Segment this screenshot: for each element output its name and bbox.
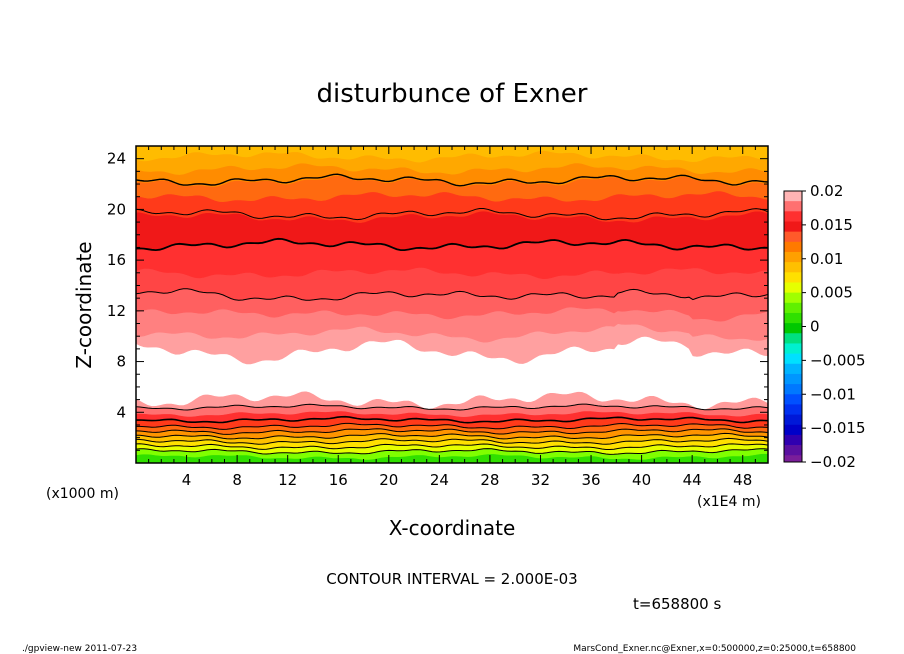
y-tick-label-20: 20 [107,200,126,218]
contour-line-5 [136,422,768,430]
colorbar-label-6: −0.01 [810,385,856,403]
contour-line-11 [136,173,768,187]
x-axis-ticks: 4 8 12 16 20 24 28 32 36 40 44 48 [148,146,756,489]
colorbar-level-19 [784,384,802,395]
contour-interval: CONTOUR INTERVAL = 2.000E-03 [326,570,577,588]
contour-line-6 [136,415,768,424]
colorbar-level-7 [784,262,802,273]
colorbar-level-26 [784,455,802,463]
y-axis-ticks: 4 8 12 16 20 24 [107,150,768,451]
x-tick-label-24: 24 [430,471,449,489]
footer-left: ./gpview-new 2011-07-23 [22,644,138,654]
colorbar-label-7: −0.015 [810,419,866,437]
colorbar-label-1: 0.015 [810,216,853,234]
y-tick-label-24: 24 [107,150,126,168]
colorbar-level-6 [784,251,802,263]
colorbar-level-15 [784,343,802,354]
x-tick-label-36: 36 [581,471,600,489]
contour-line-10 [136,208,768,221]
footer-right: MarsCond_Exner.nc@Exner,x=0:500000,z=0:2… [573,644,856,654]
colorbar-label-4: 0 [810,318,820,336]
colorbar-level-22 [784,414,802,426]
time-label: t=658800 s [633,595,721,613]
colorbar-level-1 [784,201,802,212]
colorbar-level-18 [784,373,802,385]
contour-band-22 [136,146,768,163]
contour-line-1 [136,443,768,450]
colorbar-level-25 [784,445,802,456]
colorbar-label-8: −0.02 [810,453,856,471]
colorbar-level-21 [784,404,802,415]
colorbar-label-5: −0.005 [810,351,866,369]
colorbar-level-23 [784,424,802,436]
colorbar-level-12 [784,312,802,324]
colorbar [784,191,802,463]
y-tick-label-8: 8 [116,353,126,371]
colorbar-level-9 [784,282,802,294]
colorbar-level-16 [784,353,802,365]
x-tick-label-16: 16 [329,471,348,489]
contour-line-2 [136,437,768,445]
contour-line-7 [136,403,768,411]
contour-line-4 [136,428,768,435]
y-unit-label: (x1000 m) [46,486,119,502]
x-tick-label-28: 28 [480,471,499,489]
colorbar-level-5 [784,241,802,253]
contour-line-8 [136,288,768,301]
chart-title: disturbunce of Exner [317,79,588,109]
contour-line-3 [136,432,768,440]
x-tick-label-44: 44 [683,471,702,489]
colorbar-level-8 [784,272,802,283]
colorbar-level-10 [784,292,802,304]
x-axis-label: X-coordinate [389,516,516,540]
contour-lines [136,173,768,455]
colorbar-ticks: 0.02 0.015 0.01 0.005 0 −0.005 −0.01 −0.015 −0.0… [802,182,866,471]
contour-line-0 [136,448,768,455]
colorbar-level-24 [784,434,802,446]
y-axis-label: Z-coordinate [72,241,96,368]
colorbar-level-0 [784,191,802,202]
contour-line-9 [136,237,768,252]
x-tick-label-20: 20 [379,471,398,489]
x-tick-label-32: 32 [531,471,550,489]
colorbar-label-0: 0.02 [810,182,843,200]
x-tick-label-8: 8 [232,471,242,489]
colorbar-label-2: 0.01 [810,250,843,268]
colorbar-level-11 [784,302,802,314]
contour-fill [136,146,768,463]
x-tick-label-4: 4 [182,471,192,489]
colorbar-level-17 [784,363,802,375]
colorbar-frame [783,190,803,463]
colorbar-level-3 [784,221,802,233]
colorbar-level-14 [784,333,802,344]
x-tick-label-40: 40 [632,471,651,489]
x-unit-label: (x1E4 m) [697,494,761,510]
colorbar-level-4 [784,231,802,243]
y-tick-label-12: 12 [107,302,126,320]
y-tick-label-4: 4 [116,403,126,421]
colorbar-level-2 [784,211,802,222]
y-tick-label-16: 16 [107,251,126,269]
colorbar-level-13 [784,323,802,334]
colorbar-level-20 [784,394,802,405]
colorbar-label-3: 0.005 [810,284,853,302]
x-tick-label-48: 48 [733,471,752,489]
x-tick-label-12: 12 [278,471,297,489]
